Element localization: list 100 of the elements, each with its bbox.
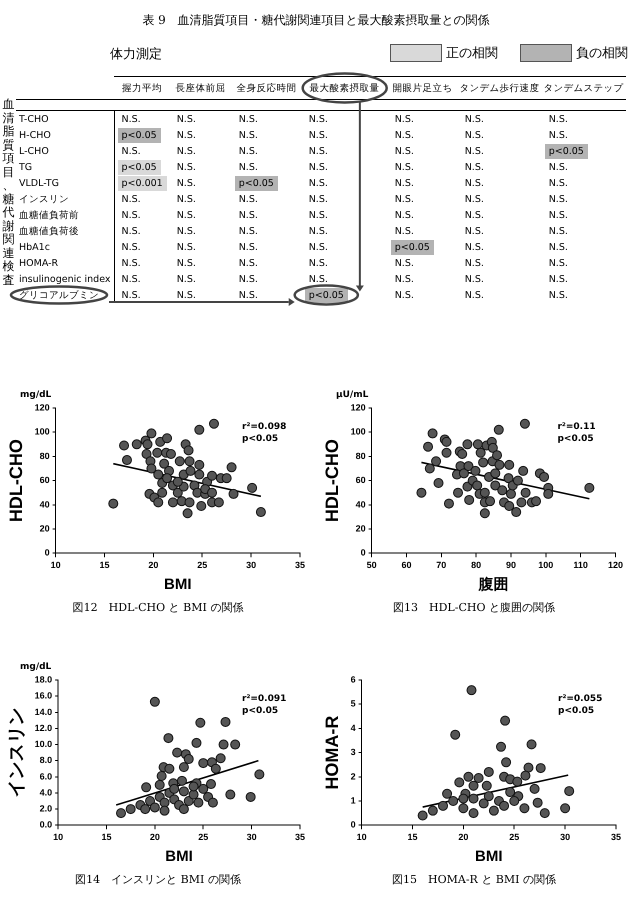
x-tick-label: 35 [294,832,306,842]
point [146,428,156,438]
point [172,748,182,758]
point [207,488,218,498]
text: p<0.05 [122,162,157,172]
point [184,445,194,456]
point [198,758,208,768]
text: N.S. [464,226,484,236]
text: N.S. [122,194,141,204]
point [154,780,165,790]
text: N.S. [464,114,484,124]
text: N.S. [394,130,414,140]
y-axis-title: インスリン [6,708,26,798]
point [150,696,160,707]
point [499,800,510,811]
text: N.S. [548,258,568,268]
x-axis-title: BMI [165,848,193,866]
y-axis-title: HDL-CHO [322,439,342,522]
text: N.S. [122,146,141,156]
x-tick-label: 15 [407,832,418,842]
category-label: 全身反応時間 [236,82,297,94]
text: N.S. [176,242,196,252]
point [256,507,266,518]
text: N.S. [394,290,414,300]
text: N.S. [548,178,568,188]
text: N.S. [394,146,414,156]
y-tick-label: 80 [40,450,50,461]
x-tick-label: 35 [610,832,622,842]
point [564,786,574,796]
y-tick-label: 4 [350,722,356,733]
text: 図13 HDL-CHO と腹囲の関係 [392,600,556,615]
point [178,762,189,772]
x-tick-label: 30 [246,560,256,570]
text: N.S. [548,194,568,204]
category-label: グリコアルブミン [19,290,99,300]
text: p<0.05 [308,290,344,300]
text: N.S. [308,258,328,268]
text: N.S. [464,242,484,252]
point [132,439,142,450]
text: N.S. [464,194,484,204]
point [478,798,489,808]
text: N.S. [176,274,196,284]
point [532,798,543,808]
text: N.S. [464,258,484,268]
y-tick-label: 60 [356,475,366,486]
text: N.S. [308,226,328,236]
point [438,800,448,811]
y-tick-label: 120 [34,402,50,412]
y-tick-label: 80 [356,450,366,461]
point [560,803,570,814]
annotation: p<0.05 [557,434,594,444]
point [194,424,204,435]
x-axis-title: 腹囲 [478,576,509,594]
y-tick-label: 0 [44,548,50,558]
point [162,433,172,444]
point [474,773,484,784]
point [218,740,229,750]
text: N.S. [122,290,141,300]
text: N.S. [464,130,484,140]
text: N.S. [308,178,328,188]
point [176,776,187,786]
y-tick-label: 20 [40,523,50,534]
text: N.S. [176,146,196,156]
y-tick-label: 6.0 [40,771,52,782]
text: N.S. [176,114,196,124]
x-tick-label: 70 [436,560,446,570]
point [153,497,164,508]
point [182,508,193,518]
point [169,784,180,794]
point [206,779,216,790]
y-tick-label: 20 [356,523,366,534]
x-tick-label: 100 [538,560,554,570]
text: N.S. [464,210,484,220]
text: N.S. [548,274,568,284]
y-tick-label: 6 [350,674,356,684]
point [184,497,195,508]
text: N.S. [394,114,414,124]
text: N.S. [238,210,258,220]
text: 血清脂質項目、糖代謝関連検査 [2,97,14,286]
point [530,784,540,794]
text: N.S. [464,290,484,300]
x-tick-label: 80 [471,560,482,570]
point [191,738,202,748]
point [142,448,152,459]
point [225,790,236,800]
text: N.S. [238,226,258,236]
x-tick-label: 10 [356,832,367,842]
text: N.S. [548,210,568,220]
category-label: タンデムステップ [544,82,624,94]
y-tick-label: 14.0 [34,706,52,717]
y-tick-label: 0 [350,820,356,830]
x-tick-label: 25 [509,832,520,842]
text: N.S. [308,194,328,204]
x-tick-label: 50 [366,560,377,570]
text: 体力測定 [110,46,162,63]
annotation: p<0.05 [242,706,278,716]
category-label: L-CHO [19,146,49,156]
point [246,792,256,802]
x-tick-label: 30 [246,832,257,842]
y-tick-label: 5 [350,698,356,709]
